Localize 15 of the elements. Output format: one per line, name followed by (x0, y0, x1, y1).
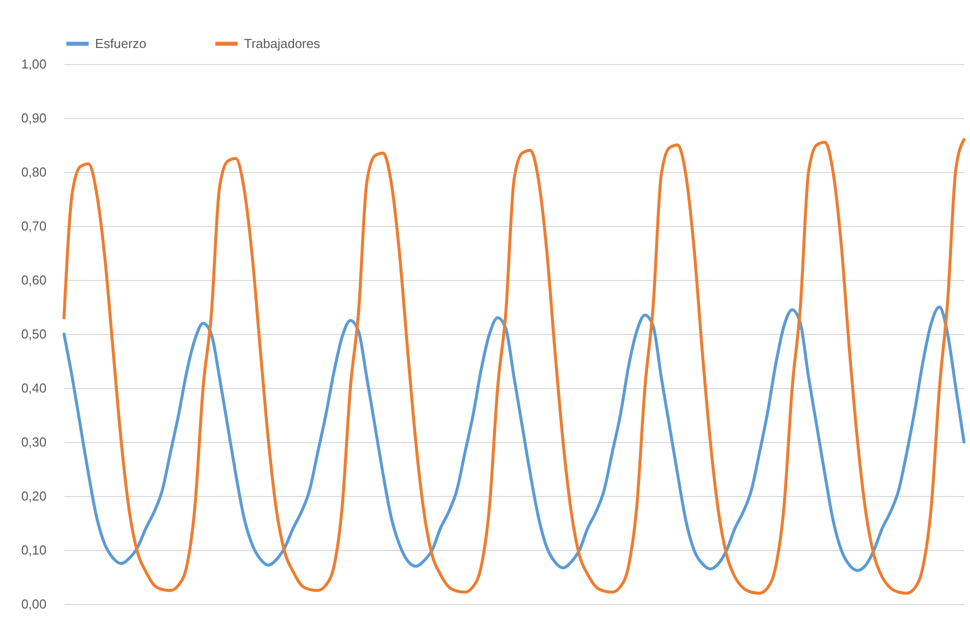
y-tick-label: 0,30 (21, 434, 46, 450)
y-tick-label: 0,80 (21, 164, 46, 180)
y-tick-label: 0,90 (21, 110, 46, 126)
y-tick-label: 0,70 (21, 218, 46, 234)
legend-label: Trabajadores (244, 36, 321, 51)
line-series (62, 306, 966, 572)
y-tick-label: 0,10 (21, 542, 46, 558)
y-tick-label: 0,60 (21, 272, 46, 288)
y-tick-label: 1,00 (21, 56, 46, 72)
y-tick-label: 0,50 (21, 326, 46, 342)
y-tick-label: 0,40 (21, 380, 46, 396)
line-series (62, 138, 966, 595)
legend-label: Esfuerzo (95, 36, 146, 51)
y-tick-label: 0,20 (21, 488, 46, 504)
y-tick-label: 0,00 (21, 596, 46, 612)
